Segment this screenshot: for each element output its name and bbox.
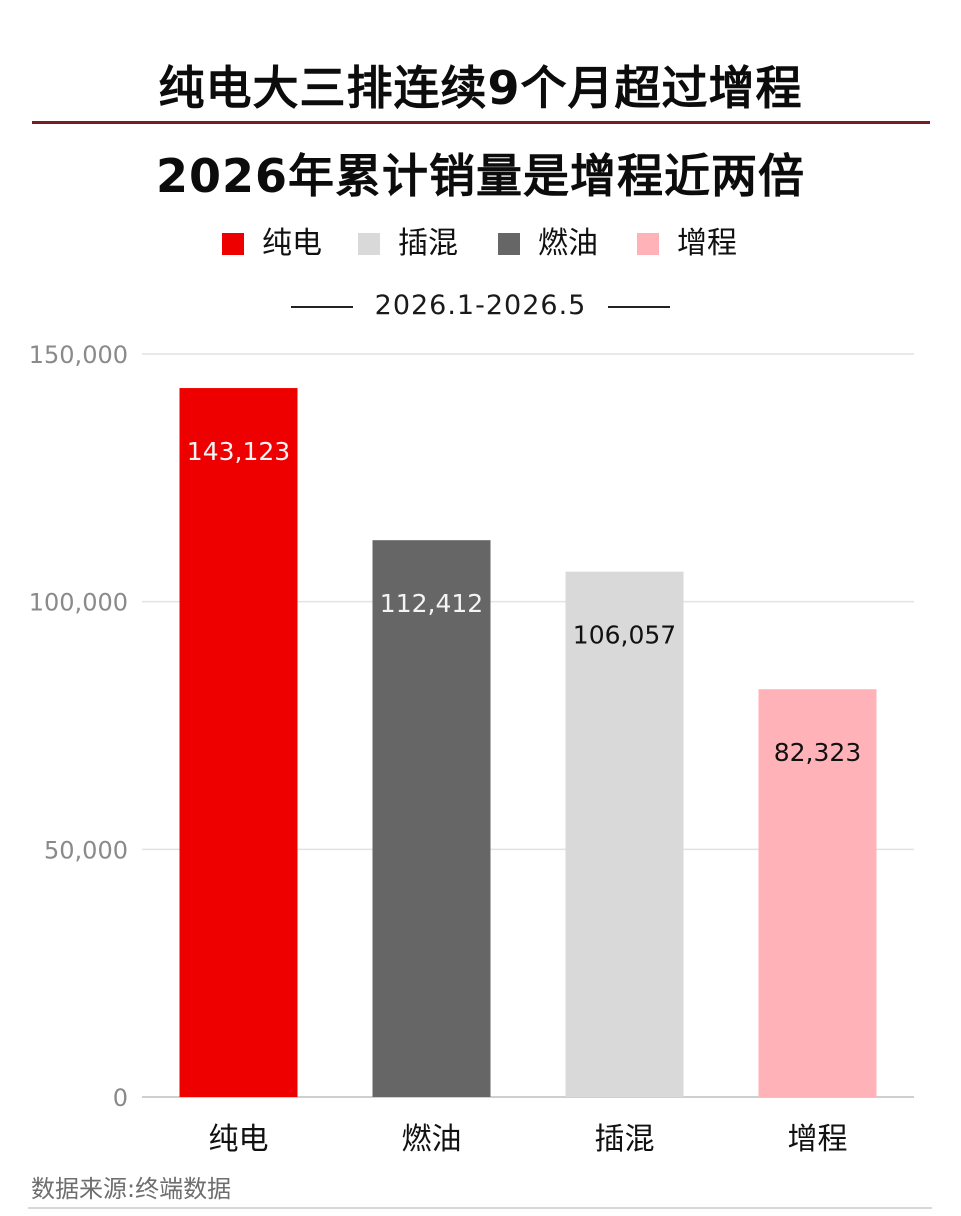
title-divider [32,121,930,124]
data-source: 数据来源:终端数据 [31,1175,232,1203]
y-tick-label-150000: 150,000 [29,341,128,369]
data-label-0: 143,123 [187,437,290,466]
legend-swatch-phev [358,233,380,255]
bar-1 [372,540,491,1097]
y-tick-label-100000: 100,000 [29,589,128,617]
bar-3 [758,689,877,1097]
legend-label-ice: 燃油 [538,226,598,261]
date-dash-left [290,305,353,308]
data-label-1: 112,412 [380,589,483,618]
chart-subtitle: 2026年累计销量是增程近两倍 [155,149,806,203]
y-tick-label-50000: 50,000 [44,836,128,864]
data-label-2: 106,057 [573,621,676,650]
legend-label-phev: 插混 [398,226,458,261]
legend-swatch-erev [637,233,659,255]
y-tick-label-0: 0 [113,1084,128,1112]
date-range-text: 2026.1-2026.5 [374,290,587,321]
data-label-3: 82,323 [774,738,861,767]
date-range: 2026.1-2026.5 [0,290,961,321]
legend-swatch-ice [498,233,520,255]
bottom-divider [28,1207,932,1209]
x-tick-label-3: 增程 [788,1122,848,1157]
bar-2 [565,571,684,1097]
x-tick-label-2: 插混 [595,1122,655,1157]
date-dash-right [608,305,671,308]
chart-title: 纯电大三排连续9个月超过增程 [158,61,803,115]
legend-label-bev: 纯电 [262,226,322,261]
legend-label-erev: 增程 [677,226,737,261]
x-tick-label-1: 燃油 [402,1122,462,1157]
legend: 纯电 插混 燃油 增程 [0,224,961,264]
legend-swatch-bev [222,233,244,255]
x-tick-label-0: 纯电 [209,1122,269,1157]
bar-0 [179,388,298,1097]
